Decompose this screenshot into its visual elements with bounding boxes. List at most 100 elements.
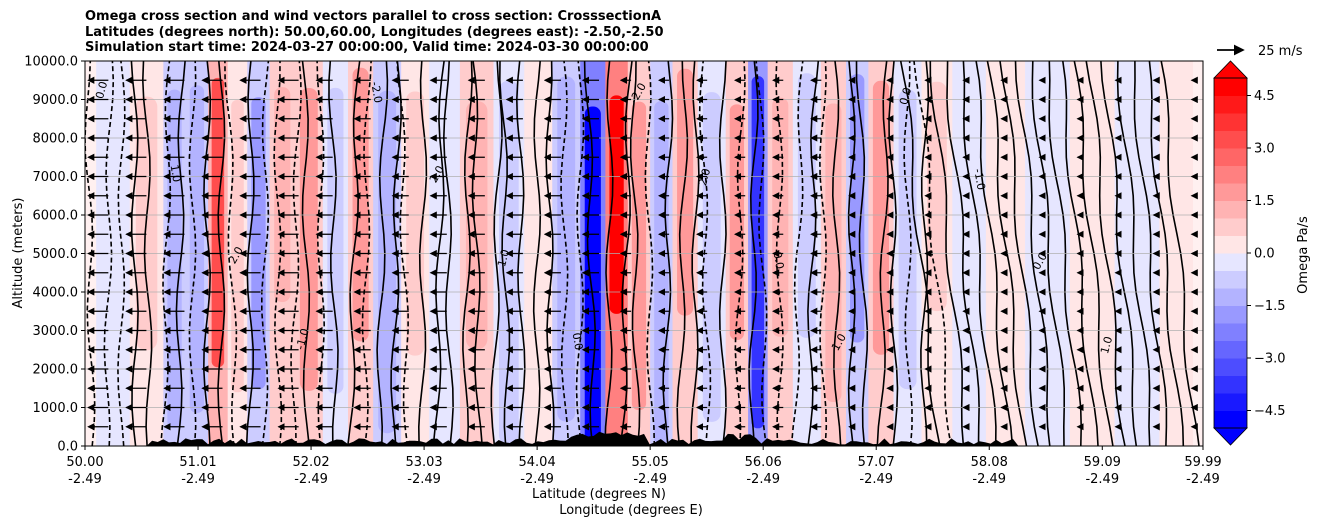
- omega-core: [584, 106, 601, 446]
- colorbar-tick-label: −3.0: [1254, 352, 1286, 367]
- title-line-1: Omega cross section and wind vectors par…: [85, 9, 662, 24]
- colorbar-segment: [1214, 323, 1247, 341]
- x-tick-label-longitude: -2.49: [68, 472, 102, 487]
- y-tick-label: 1000.0: [33, 401, 79, 416]
- x-tick-label-longitude: -2.49: [746, 472, 780, 487]
- y-tick-label: 3000.0: [33, 324, 79, 339]
- colorbar-segment: [1214, 235, 1247, 254]
- y-tick-label: 0.0: [57, 440, 78, 455]
- contour-label: 0.0: [771, 251, 787, 270]
- y-tick-label: 8000.0: [33, 132, 79, 147]
- omega-core: [609, 95, 624, 314]
- x-tick-label-latitude: 51.01: [179, 455, 216, 470]
- x-tick-label-longitude: -2.49: [633, 472, 667, 487]
- wind-vectors: [87, 76, 1198, 431]
- contour-label: 1.0: [1098, 335, 1115, 355]
- contour-label: 1.0: [495, 248, 512, 268]
- x-tick-label-latitude: 58.08: [971, 455, 1008, 470]
- x-tick-label-latitude: 54.04: [519, 455, 556, 470]
- terrain-fill: [85, 431, 1203, 446]
- omega-core: [327, 87, 344, 394]
- colorbar-segment: [1214, 95, 1247, 114]
- omega-core: [751, 76, 765, 429]
- x-tick-label-longitude: -2.49: [520, 472, 554, 487]
- colorbar-segment: [1214, 305, 1247, 324]
- x-tick-label-longitude: -2.49: [181, 472, 215, 487]
- contour-label: 0.0: [93, 80, 110, 100]
- omega-core: [378, 90, 397, 434]
- colorbar-extend-max: [1213, 60, 1248, 79]
- colorbar-segment: [1214, 270, 1247, 289]
- contour-label: -1.0: [294, 327, 312, 351]
- x-tick-label-longitude: -2.49: [972, 472, 1006, 487]
- colorbar-segment: [1214, 393, 1247, 411]
- omega-core: [654, 101, 669, 446]
- omega-core: [898, 89, 917, 390]
- colorbar-segment: [1214, 410, 1247, 429]
- y-tick-label: 4000.0: [33, 286, 79, 301]
- omega-core: [557, 76, 576, 422]
- x-tick-label-latitude: 57.07: [858, 455, 895, 470]
- colorbar-segment: [1214, 130, 1247, 149]
- omega-core: [631, 101, 647, 411]
- colorbar-segment: [1214, 78, 1247, 96]
- colorbar-extend-min: [1213, 427, 1248, 446]
- contour-label: 2.0: [696, 167, 713, 187]
- colorbar-tick-label: 0.0: [1254, 247, 1275, 262]
- y-tick-label: 10000.0: [24, 55, 78, 70]
- colorbar-segment: [1214, 253, 1247, 271]
- x-tick-label-latitude: 55.05: [632, 455, 669, 470]
- axes: 0.0 1000.0 2000.0 3000.0 4000.0 5000.0 6000.0 7…: [24, 55, 1221, 488]
- y-axis-label: Altitude (meters): [11, 198, 26, 309]
- colorbar-segment: [1214, 375, 1247, 394]
- y-tick-label: 5000.0: [33, 247, 79, 262]
- colorbar-segment: [1214, 200, 1247, 219]
- omega-core: [465, 100, 488, 350]
- colorbar-segment: [1214, 183, 1247, 201]
- y-tick-label: 7000.0: [33, 170, 79, 185]
- colorbar-segment: [1214, 358, 1247, 376]
- colorbar-tick-label: 3.0: [1254, 142, 1275, 157]
- omega-core: [702, 92, 721, 422]
- terrain-profile: [85, 431, 1203, 446]
- omega-core: [677, 68, 694, 316]
- omega-core: [499, 80, 519, 445]
- y-tick-label: 2000.0: [33, 363, 79, 378]
- y-tick-label: 9000.0: [33, 93, 79, 108]
- omega-core: [825, 103, 842, 403]
- omega-core: [189, 85, 205, 413]
- x-axis-label-latitude: Latitude (degrees N): [532, 487, 666, 502]
- x-tick-label-latitude: 56.06: [745, 455, 782, 470]
- x-axis-label-longitude: Longitude (degrees E): [559, 503, 703, 518]
- title-line-2: Latitudes (degrees north): 50.00,60.00, …: [85, 24, 664, 40]
- title-line-3: Simulation start time: 2024-03-27 00:00:…: [85, 40, 649, 55]
- colorbar-segment: [1214, 288, 1247, 306]
- contour-label: 0.0: [897, 86, 914, 106]
- contour-label: 1.0: [168, 164, 184, 183]
- omega-core: [406, 91, 425, 356]
- colorbar-tick-label: −1.5: [1254, 299, 1286, 314]
- omega-core: [434, 83, 455, 360]
- x-tick-label-latitude: 53.03: [405, 455, 442, 470]
- contour-label: 0.0: [570, 332, 586, 351]
- x-tick-label-latitude: 50.00: [66, 455, 103, 470]
- x-tick-label-longitude: -2.49: [1186, 472, 1220, 487]
- omega-core: [299, 87, 318, 391]
- colorbar-tick-label: 4.5: [1254, 89, 1275, 104]
- x-tick-label-latitude: 59.99: [1184, 455, 1221, 470]
- colorbar-tick-label: −4.5: [1254, 404, 1286, 419]
- colorbar-segment: [1214, 113, 1247, 131]
- colorbar-segment: [1214, 165, 1247, 184]
- omega-filled-contours: [96, 61, 1193, 446]
- chart-title: Omega cross section and wind vectors par…: [85, 9, 664, 56]
- colorbar-tick-label: 1.5: [1254, 194, 1275, 209]
- colorbar-segment: [1214, 218, 1247, 236]
- quiver-key-label: 25 m/s: [1258, 44, 1303, 59]
- colorbar: 4.5 3.0 1.5 0.0 −1.5 −3.0 −4.5: [1213, 60, 1286, 446]
- x-tick-label-longitude: -2.49: [859, 472, 893, 487]
- contour-label: -2.0: [368, 81, 385, 104]
- x-tick-label-longitude: -2.49: [407, 472, 441, 487]
- omega-core: [958, 83, 980, 394]
- y-tick-label: 6000.0: [33, 209, 79, 224]
